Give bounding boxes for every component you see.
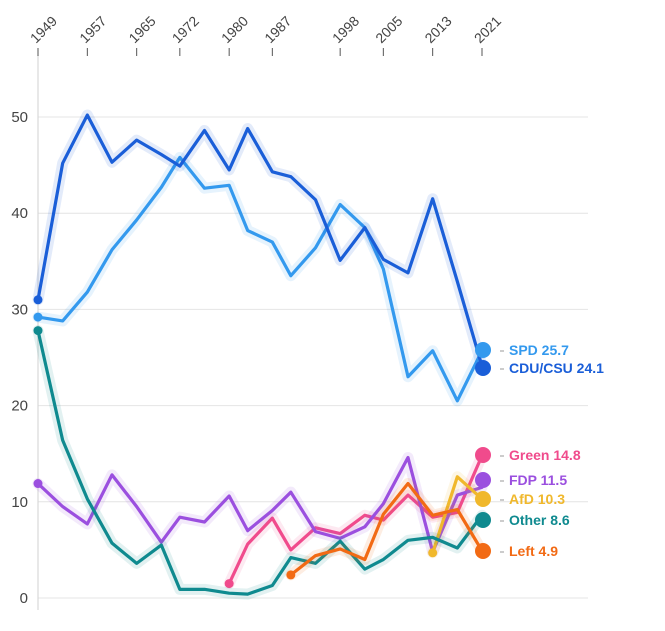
x-tick-label: 1987 [261, 13, 294, 46]
series-cdu-csu [32, 109, 488, 372]
x-axis-ticks: 1949 1957 1965 1972 1980 1987 1998 2005 2013 2021 [27, 13, 504, 56]
y-tick-label: 30 [11, 301, 28, 318]
legend-item-afd: AfD 10.3 [475, 491, 565, 507]
series-afd [427, 471, 488, 559]
series-start-point [428, 548, 438, 558]
legend-label: Green 14.8 [509, 447, 581, 463]
y-tick-label: 0 [20, 590, 28, 607]
x-tick-label: 2005 [372, 13, 405, 46]
legend-marker [475, 491, 491, 507]
x-tick-label: 1957 [76, 13, 109, 46]
series-line [36, 328, 484, 596]
x-tick-label: 2013 [421, 13, 454, 46]
legend-marker [475, 472, 491, 488]
legend-marker [475, 447, 491, 463]
legend: SPD 25.7 CDU/CSU 24.1 Green 14.8 FDP 11.5 Af… [475, 342, 604, 559]
legend-item-other: Other 8.6 [475, 512, 570, 528]
y-tick-label: 20 [11, 398, 28, 415]
legend-item-fdp: FDP 11.5 [475, 472, 567, 488]
x-tick-label: 1998 [329, 13, 362, 46]
x-tick-label: 1972 [169, 13, 202, 46]
series-line [36, 155, 484, 403]
legend-marker [475, 543, 491, 559]
y-tick-label: 40 [11, 205, 28, 222]
x-tick-label: 1949 [27, 13, 60, 46]
legend-label: CDU/CSU 24.1 [509, 360, 604, 376]
legend-label: AfD 10.3 [509, 491, 565, 507]
series-line [227, 454, 484, 586]
legend-item-green: Green 14.8 [475, 447, 581, 463]
series-lines [32, 109, 488, 600]
x-tick-label: 1965 [125, 13, 158, 46]
series-start-point [286, 570, 296, 580]
series-start-point [33, 312, 43, 322]
series-fdp [32, 452, 488, 558]
legend-marker [475, 512, 491, 528]
x-tick-label: 1980 [218, 13, 251, 46]
series-other [32, 325, 488, 600]
x-tick-label: 2021 [471, 13, 504, 46]
series-start-point [224, 579, 234, 589]
series-spd [32, 151, 488, 407]
legend-item-left: Left 4.9 [475, 543, 558, 559]
legend-label: SPD 25.7 [509, 342, 569, 358]
series-line [36, 455, 484, 554]
legend-label: FDP 11.5 [509, 472, 567, 488]
y-axis-ticks: 0 10 20 30 40 50 [11, 109, 28, 607]
series-green [223, 450, 488, 590]
series-start-point [33, 479, 43, 489]
series-line [289, 481, 484, 577]
legend-marker [475, 360, 491, 376]
legend-item-spd: SPD 25.7 [475, 342, 569, 358]
series-line [36, 113, 484, 368]
series-line-halo [32, 151, 488, 407]
series-line [431, 475, 484, 555]
legend-label: Other 8.6 [509, 512, 570, 528]
y-tick-label: 50 [11, 109, 28, 126]
series-left [285, 478, 488, 581]
legend-item-cdu-csu: CDU/CSU 24.1 [475, 360, 604, 376]
legend-label: Left 4.9 [509, 543, 558, 559]
series-start-point [33, 326, 43, 336]
legend-marker [475, 342, 491, 358]
series-start-point [33, 295, 43, 305]
y-tick-label: 10 [11, 494, 28, 511]
